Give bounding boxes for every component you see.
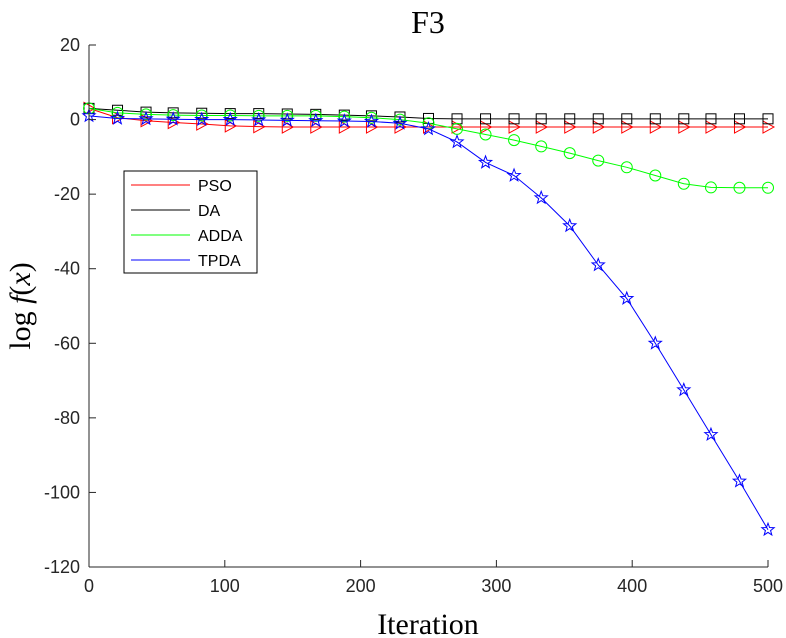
legend-label: TPDA	[198, 253, 241, 270]
data-point-adda	[252, 109, 265, 122]
data-point-adda	[592, 154, 605, 167]
x-tick-label: 200	[346, 576, 376, 596]
y-tick-label: -80	[54, 408, 80, 428]
data-point-da	[480, 113, 492, 125]
data-point-tpda	[165, 111, 181, 126]
x-tick-label: 100	[210, 576, 240, 596]
data-point-tpda	[251, 111, 267, 127]
data-point-adda	[281, 109, 294, 122]
data-point-adda	[393, 113, 406, 126]
axes-layer	[88, 45, 768, 568]
data-point-adda	[365, 111, 378, 124]
series-layer	[81, 101, 776, 537]
data-point-tpda	[506, 167, 522, 182]
data-point-adda	[677, 177, 690, 190]
data-point-da	[678, 113, 690, 125]
data-point-adda	[563, 147, 576, 160]
x-tick-label: 0	[84, 576, 94, 596]
data-point-adda	[140, 108, 153, 121]
data-point-adda	[704, 181, 717, 194]
data-point-tpda	[562, 217, 578, 233]
chart-title: F3	[411, 4, 445, 40]
data-point-adda	[338, 110, 351, 123]
data-point-adda	[733, 181, 746, 194]
data-point-tpda	[477, 154, 494, 169]
data-point-adda	[195, 109, 208, 122]
data-point-da	[508, 113, 520, 125]
data-point-adda	[620, 161, 633, 174]
series-line-tpda	[88, 115, 769, 530]
legend-entry-pso: PSO	[131, 178, 232, 195]
data-point-tpda	[392, 115, 408, 130]
data-point-adda	[224, 109, 237, 122]
legend-label: ADDA	[198, 228, 243, 245]
data-point-tpda	[703, 426, 719, 442]
y-tick-label: -20	[54, 184, 80, 204]
data-point-tpda	[336, 113, 352, 128]
data-point-da	[535, 113, 547, 125]
series-line-pso	[88, 107, 768, 128]
y-tick-label: -60	[54, 333, 80, 353]
legend-entry-tpda: TPDA	[131, 253, 241, 270]
legend-entry-adda: ADDA	[131, 228, 243, 245]
legend: PSO DA ADDA TPDA	[123, 170, 258, 274]
data-point-tpda	[138, 110, 154, 126]
legend-label: DA	[198, 203, 221, 220]
legend-entry-da: DA	[131, 203, 221, 220]
data-point-da	[733, 113, 745, 125]
x-tick-label: 500	[753, 576, 783, 596]
x-tick-label: 300	[481, 576, 511, 596]
data-point-tpda	[619, 290, 635, 305]
data-point-tpda	[109, 110, 126, 125]
data-point-tpda	[308, 112, 324, 128]
data-point-adda	[762, 181, 774, 194]
data-point-tpda	[590, 257, 606, 272]
data-point-tpda	[222, 111, 238, 127]
data-point-tpda	[449, 133, 465, 149]
y-tick-label: -40	[54, 259, 80, 279]
data-point-adda	[167, 109, 180, 122]
data-point-tpda	[533, 189, 549, 205]
data-point-da	[592, 113, 604, 125]
data-point-da	[564, 113, 576, 125]
data-point-pso	[394, 120, 408, 134]
data-point-pso	[253, 119, 266, 134]
x-axis-label: Iteration	[377, 608, 479, 638]
data-point-adda	[479, 128, 492, 141]
data-point-da	[649, 113, 661, 125]
data-point-tpda	[731, 473, 748, 488]
data-point-da	[621, 113, 633, 125]
data-point-tpda	[760, 521, 776, 537]
data-point-pso	[140, 113, 154, 128]
y-tick-label: 0	[70, 110, 80, 130]
series-tpda	[81, 107, 776, 537]
data-point-tpda	[647, 335, 663, 350]
data-point-adda	[535, 140, 548, 153]
legend-label: PSO	[198, 178, 232, 195]
data-point-pso	[281, 120, 295, 134]
y-tick-label: -100	[44, 482, 80, 502]
data-point-tpda	[194, 111, 210, 127]
data-point-da	[705, 113, 717, 125]
y-tick-label: 20	[60, 35, 80, 55]
data-point-tpda	[363, 113, 380, 128]
data-point-tpda	[420, 120, 437, 136]
data-point-adda	[309, 109, 322, 122]
legend-box	[123, 170, 258, 274]
data-point-adda	[508, 134, 521, 147]
data-point-da	[762, 113, 774, 125]
data-point-tpda	[279, 112, 295, 127]
data-point-adda	[649, 169, 662, 182]
y-axis-label: log f(x)	[4, 262, 37, 350]
y-tick-label: -120	[44, 557, 80, 577]
data-point-tpda	[676, 381, 692, 397]
x-tick-label: 400	[617, 576, 647, 596]
